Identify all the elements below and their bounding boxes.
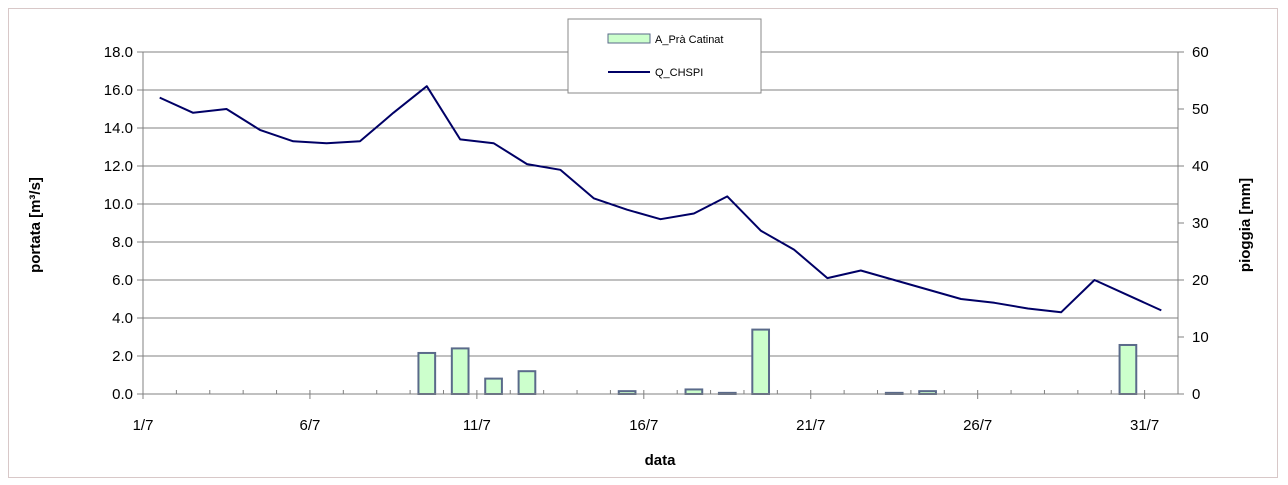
bar: [684, 388, 704, 396]
x-tick-label: 21/7: [796, 417, 825, 434]
x-tick-label: 31/7: [1130, 417, 1159, 434]
y-right-tick-label: 50: [1192, 101, 1209, 118]
y-left-tick-label: 18.0: [104, 44, 133, 61]
x-axis-title: data: [645, 452, 677, 469]
bar: [484, 377, 503, 395]
legend-box: [567, 18, 762, 94]
rain-bars: [417, 328, 1138, 396]
bar: [450, 347, 470, 395]
bar: [751, 328, 771, 395]
x-tick-label: 11/7: [463, 417, 491, 434]
y-left-tick-label: 6.0: [112, 272, 133, 289]
axes: [137, 51, 1184, 399]
gridlines: [143, 51, 1178, 357]
y-right-tick-label: 40: [1192, 158, 1209, 175]
legend: A_Prà Catinat Q_CHSPI: [567, 18, 762, 94]
y-left-tick-label: 8.0: [112, 234, 133, 251]
bar: [417, 351, 437, 395]
y-left-tick-label: 14.0: [104, 120, 133, 137]
y-right-tick-label: 0: [1192, 386, 1200, 403]
x-tick-label: 26/7: [963, 417, 992, 434]
tick-labels: 0.0 2.0 4.0 6.0 8.0 10.0 12.0 14.0 16.0 18.0 0 10 20…: [104, 44, 1209, 434]
discharge-line: [159, 85, 1162, 314]
y-left-tick-label: 10.0: [104, 196, 133, 213]
y-right-tick-label: 60: [1192, 44, 1209, 61]
y-left-tick-label: 4.0: [112, 310, 133, 327]
bar: [517, 370, 537, 396]
y-axis-left-title: portata [m³/s]: [27, 177, 44, 273]
y-left-tick-label: 12.0: [104, 158, 133, 175]
y-left-tick-label: 16.0: [104, 82, 133, 99]
bar: [1118, 343, 1138, 396]
y-left-tick-label: 2.0: [112, 348, 133, 365]
y-axis-right-title: pioggia [mm]: [1237, 178, 1254, 272]
y-right-tick-label: 30: [1192, 215, 1209, 232]
y-left-tick-label: 0.0: [112, 386, 133, 403]
series-line-q-chspi: [159, 85, 1162, 314]
legend-label-line: Q_CHSPI: [655, 67, 703, 79]
x-tick-label: 1/7: [133, 417, 154, 434]
x-tick-label: 6/7: [300, 417, 321, 434]
legend-swatch-bar: [607, 33, 651, 44]
chart-frame: [8, 8, 1278, 478]
legend-label-bar: A_Prà Catinat: [655, 34, 723, 46]
y-right-tick-label: 10: [1192, 329, 1209, 346]
x-tick-label: 16/7: [629, 417, 658, 434]
y-right-tick-label: 20: [1192, 272, 1209, 289]
